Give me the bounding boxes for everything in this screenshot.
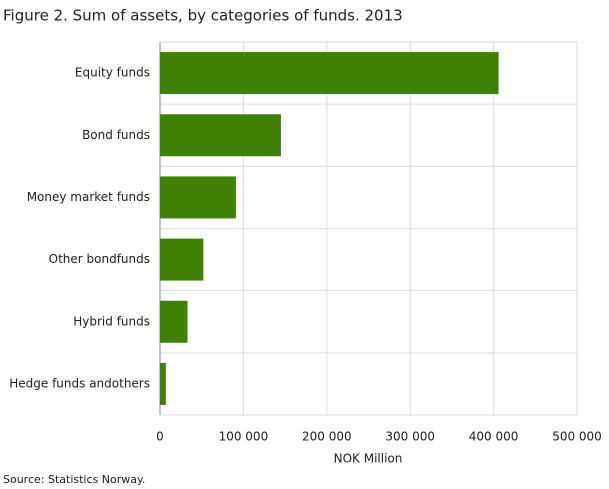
source: Source: Statistics Norway. <box>3 473 145 486</box>
x-tick-label: 300 000 <box>385 430 435 444</box>
x-tick-label: 100 000 <box>219 430 269 444</box>
x-axis-label: NOK Million <box>334 452 403 466</box>
y-tick-label: Bond funds <box>82 128 150 142</box>
bar <box>160 300 188 343</box>
x-tick-label: 500 000 <box>552 430 602 444</box>
bar <box>160 114 281 157</box>
y-tick-label: Hedge funds andothers <box>9 376 150 390</box>
y-tick-label: Hybrid funds <box>73 314 150 328</box>
y-tick-label: Money market funds <box>27 190 150 204</box>
x-tick-label: 0 <box>156 430 164 444</box>
y-tick-label: Other bondfunds <box>49 252 150 266</box>
bar <box>160 362 166 405</box>
bar <box>160 176 236 219</box>
y-tick-label: Equity funds <box>75 66 150 80</box>
bar <box>160 52 499 95</box>
chart-title: Figure 2. Sum of assets, by categories o… <box>3 7 403 25</box>
x-tick-label: 400 000 <box>469 430 519 444</box>
x-tick-label: 200 000 <box>302 430 352 444</box>
bar <box>160 238 204 281</box>
